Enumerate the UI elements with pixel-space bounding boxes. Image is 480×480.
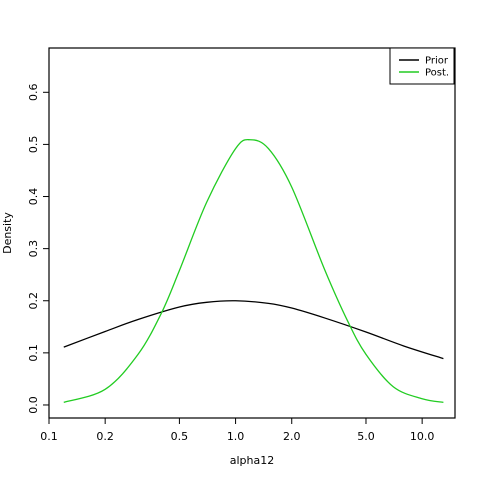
x-tick-label: 5.0 [357, 430, 375, 443]
x-tick-label: 0.1 [40, 430, 58, 443]
legend-box [389, 47, 455, 85]
series-line-prior [63, 300, 444, 360]
legend-label: Post. [425, 68, 449, 79]
y-tick-label: 0.5 [27, 136, 40, 154]
x-axis-label: alpha12 [230, 454, 275, 467]
x-tick-label: 0.2 [96, 430, 114, 443]
y-tick-label: 0.2 [27, 292, 40, 310]
x-tick-label: 10.0 [410, 430, 435, 443]
y-tick-label: 0.1 [27, 344, 40, 362]
x-tick-label: 0.5 [171, 430, 189, 443]
y-tick-label: 0.0 [27, 396, 40, 414]
y-axis: 0.0 0.1 0.2 0.3 0.4 0.5 0.6 [27, 84, 50, 414]
x-tick-label: 2.0 [283, 430, 301, 443]
y-axis-label: Density [1, 212, 14, 254]
curves-layer [63, 138, 444, 404]
series-line-post [63, 138, 444, 404]
y-tick-label: 0.6 [27, 84, 40, 102]
y-tick-label: 0.4 [27, 188, 40, 206]
y-tick-label: 0.3 [27, 240, 40, 257]
x-axis: 0.1 0.2 0.5 1.0 2.0 5.0 10.0 [40, 417, 435, 443]
legend-label: Prior [425, 56, 449, 67]
x-tick-label: 1.0 [227, 430, 245, 443]
